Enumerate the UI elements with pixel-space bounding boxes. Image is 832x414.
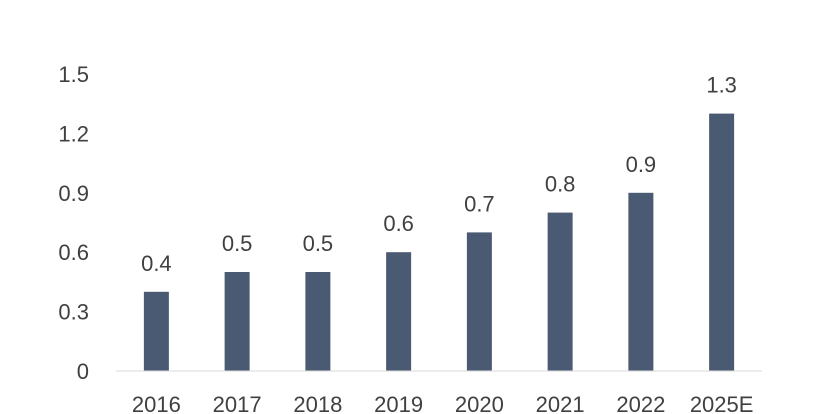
y-tick-label: 0.6 bbox=[58, 240, 89, 265]
y-tick-label: 1.5 bbox=[58, 62, 89, 87]
data-label: 0.7 bbox=[464, 191, 495, 216]
y-tick-label: 1.2 bbox=[58, 121, 89, 146]
bar bbox=[466, 232, 492, 371]
data-label: 1.3 bbox=[706, 73, 737, 98]
data-label: 0.4 bbox=[141, 251, 172, 276]
x-tick-label: 2018 bbox=[293, 392, 342, 414]
data-label: 0.6 bbox=[383, 211, 414, 236]
x-tick-label: 2017 bbox=[213, 392, 262, 414]
bar bbox=[628, 192, 654, 371]
y-tick-label: 0.3 bbox=[58, 300, 89, 325]
x-axis: 2016 2017 2018 2019 2020 2021 2022 2025E bbox=[132, 392, 754, 414]
x-tick-label: 2016 bbox=[132, 392, 181, 414]
bar bbox=[305, 272, 331, 371]
x-tick-label: 2022 bbox=[616, 392, 665, 414]
bar bbox=[547, 212, 573, 371]
bar bbox=[143, 291, 169, 371]
data-labels: 0.4 0.5 0.5 0.6 0.7 0.8 0.9 1.3 bbox=[141, 73, 737, 276]
bar bbox=[224, 272, 250, 371]
x-tick-label: 2019 bbox=[374, 392, 423, 414]
bar bbox=[386, 252, 412, 371]
x-tick-label: 2021 bbox=[536, 392, 585, 414]
x-tick-label: 2020 bbox=[455, 392, 504, 414]
bar-series bbox=[143, 113, 735, 371]
data-label: 0.5 bbox=[222, 231, 253, 256]
data-label: 0.8 bbox=[545, 172, 576, 197]
data-label: 0.5 bbox=[303, 231, 334, 256]
x-tick-label: 2025E bbox=[690, 392, 754, 414]
data-label: 0.9 bbox=[626, 152, 657, 177]
y-tick-label: 0 bbox=[77, 359, 89, 384]
bar bbox=[709, 113, 735, 371]
y-tick-label: 0.9 bbox=[58, 181, 89, 206]
y-axis: 0 0.3 0.6 0.9 1.2 1.5 bbox=[58, 62, 89, 384]
